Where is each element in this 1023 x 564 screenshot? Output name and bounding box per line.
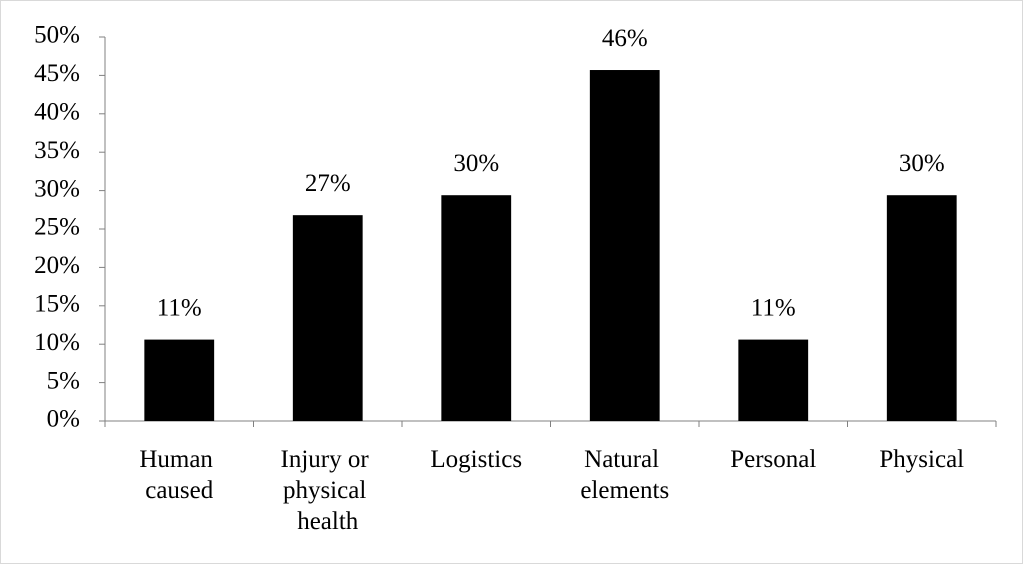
y-tick-label: 45% (34, 60, 80, 87)
x-tick-label-line: Logistics (430, 446, 522, 473)
x-tick-label: Injury or physical health (281, 446, 375, 535)
x-tick-label-line: elements (580, 477, 669, 504)
y-tick-label: 35% (34, 137, 80, 164)
x-tick-label-line: physical (283, 477, 373, 504)
bar (886, 195, 957, 421)
data-label: 11% (751, 294, 796, 321)
bar (738, 339, 809, 421)
y-tick-label: 5% (47, 367, 80, 394)
x-tick-label: Logistics (430, 446, 522, 473)
bar (441, 195, 512, 421)
y-tick-label: 20% (34, 252, 80, 279)
x-tick-label: Physical (879, 446, 964, 473)
y-tick-label: 30% (34, 175, 80, 202)
y-tick-label: 50% (34, 22, 80, 49)
y-tick-label: 40% (34, 99, 80, 126)
y-tick-label: 0% (47, 406, 80, 433)
y-tick-label: 25% (34, 214, 80, 241)
x-tick-label: Human caused (139, 446, 219, 504)
x-tick-label: Personal (730, 446, 816, 473)
x-tick-label-line: caused (145, 477, 214, 504)
y-tick-label: 15% (34, 291, 80, 318)
x-tick-label-line: Natural (584, 446, 665, 473)
data-label: 30% (899, 150, 945, 177)
bar (292, 215, 363, 421)
data-label: 30% (453, 150, 499, 177)
x-tick-label-line: Injury or (281, 446, 375, 473)
x-tick-label-line: Human (139, 446, 219, 473)
bar (589, 70, 660, 422)
data-label: 46% (602, 25, 648, 52)
x-tick-label: Natural elements (580, 446, 669, 504)
x-tick-label-line: Physical (879, 446, 964, 473)
bar (144, 339, 215, 421)
x-tick-label-line: health (297, 508, 359, 535)
data-label: 27% (305, 170, 351, 197)
x-tick-label-line: Personal (730, 446, 816, 473)
data-label: 11% (157, 294, 202, 321)
y-tick-label: 10% (34, 329, 80, 356)
